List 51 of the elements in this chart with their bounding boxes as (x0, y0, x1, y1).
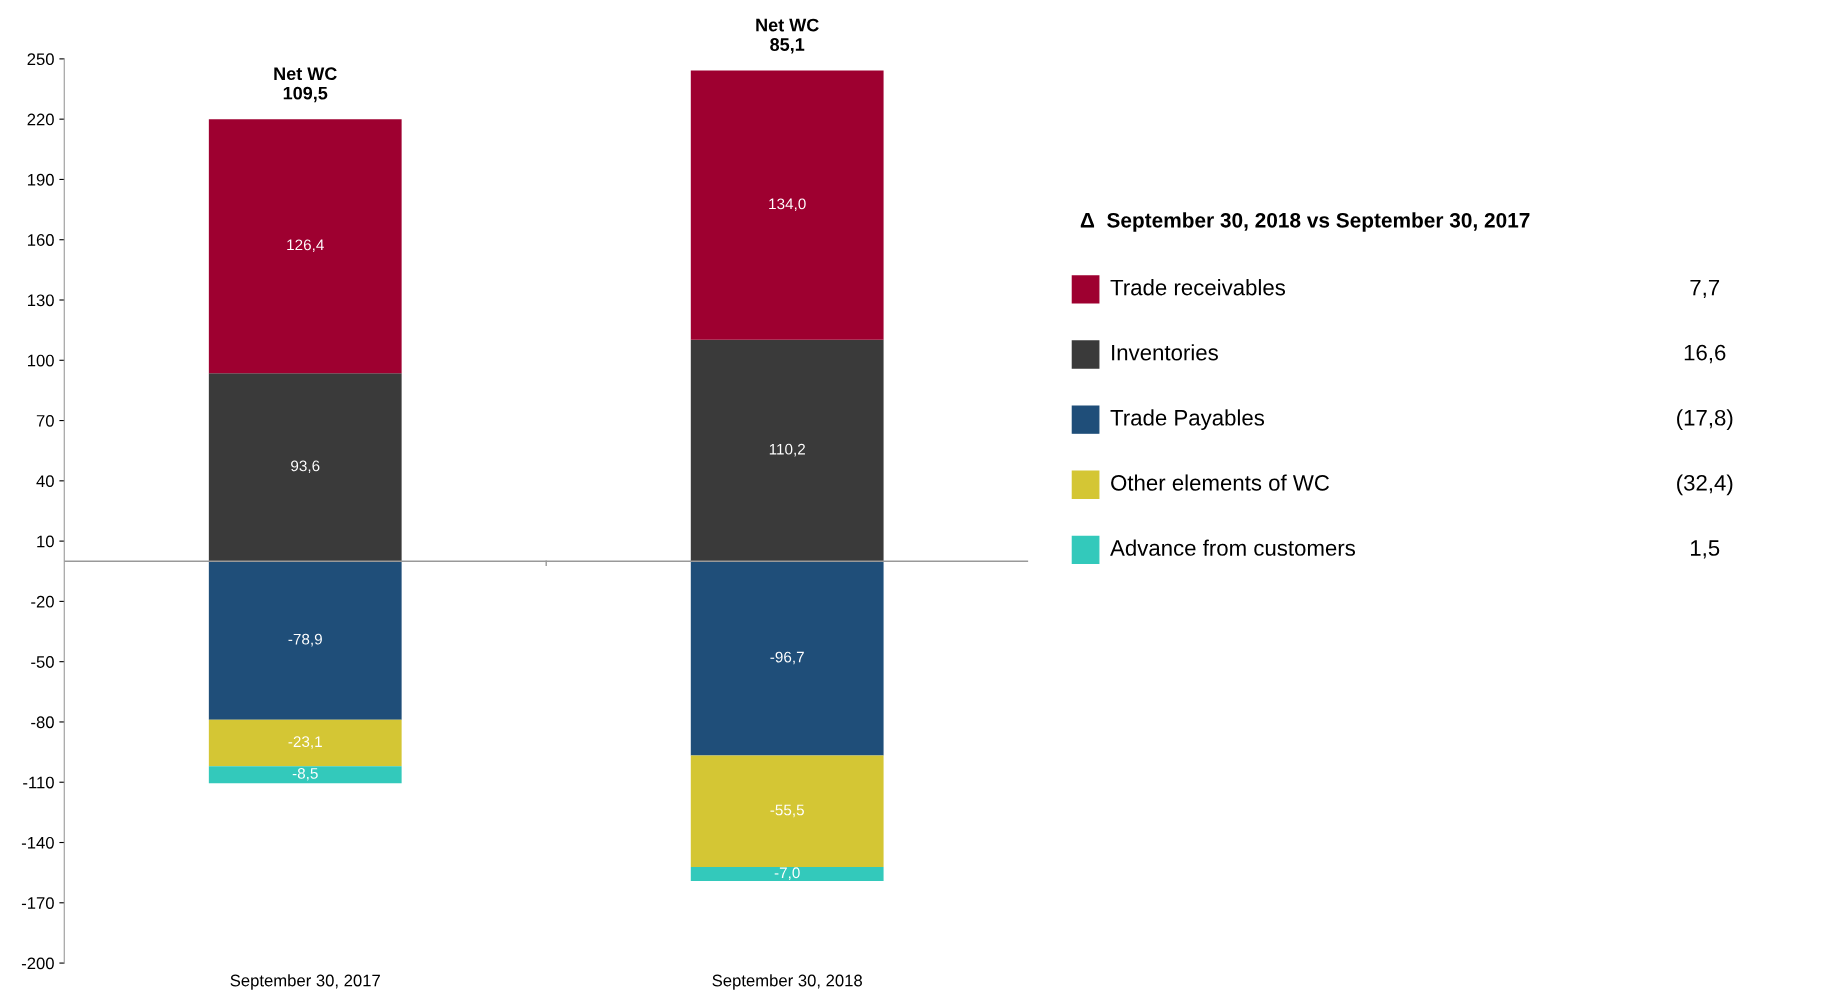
x-tick-label: September 30, 2018 (712, 974, 862, 990)
y-tick-label: 10 (37, 535, 54, 548)
data-label: -78,9 (288, 633, 322, 647)
y-tick-label: -140 (21, 836, 54, 849)
data-label: -96,7 (770, 651, 804, 665)
x-tick-label: September 30, 2017 (230, 974, 380, 990)
bar (208, 719, 402, 767)
y-tick-label: -80 (31, 716, 54, 729)
total-label: Net WC 109,5 (274, 67, 337, 103)
y-tick-label: 190 (28, 173, 54, 186)
y-tick-label: -200 (21, 957, 54, 970)
y-tick-label: -20 (31, 595, 54, 608)
legend-label: Trade receivables (1110, 279, 1286, 296)
data-label: -55,5 (770, 804, 804, 818)
total-label: Net WC 85,1 (756, 18, 819, 54)
y-tick-label: -50 (31, 656, 54, 668)
bar (208, 119, 402, 374)
legend-label: Other elements of WC (1111, 474, 1330, 491)
bar (690, 70, 884, 340)
y-tick-label: 40 (36, 475, 54, 488)
bar (690, 339, 884, 562)
y-tick-label: -110 (23, 776, 54, 789)
data-label: 110,2 (769, 443, 805, 457)
bar (208, 766, 402, 784)
text: 16,6 (1684, 344, 1726, 364)
data-label: -7,0 (774, 867, 800, 880)
text: 1,5 (1690, 540, 1720, 559)
bar (690, 867, 884, 882)
y-tick-label: -170 (21, 897, 54, 909)
data-label: -8,5 (292, 767, 318, 781)
data-label: 134,0 (769, 198, 806, 212)
data-label: 93,6 (291, 460, 320, 474)
bar (690, 561, 884, 756)
legend-title: Δ September 30, 2018 vs September 30, 2017 (1080, 212, 1530, 232)
bar (208, 373, 402, 562)
y-tick-label: 70 (36, 414, 54, 427)
y-tick-label: 250 (27, 53, 54, 66)
y-tick-label: 220 (27, 113, 54, 126)
y-tick-label: 100 (28, 354, 54, 367)
legend-label: Inventories (1112, 344, 1218, 361)
bar (690, 755, 884, 868)
data-label: -23,1 (288, 736, 322, 749)
y-tick-label: 130 (28, 294, 54, 307)
data-label: 126,4 (287, 239, 324, 253)
bar (208, 561, 402, 720)
y-tick-label: 160 (28, 234, 54, 246)
text: 7,7 (1690, 279, 1720, 299)
legend-label: Trade Payables (1110, 409, 1265, 431)
legend-label: Advance from customers (1110, 539, 1356, 556)
text: (17,8) (1677, 409, 1733, 431)
text: (32,4) (1677, 474, 1733, 496)
